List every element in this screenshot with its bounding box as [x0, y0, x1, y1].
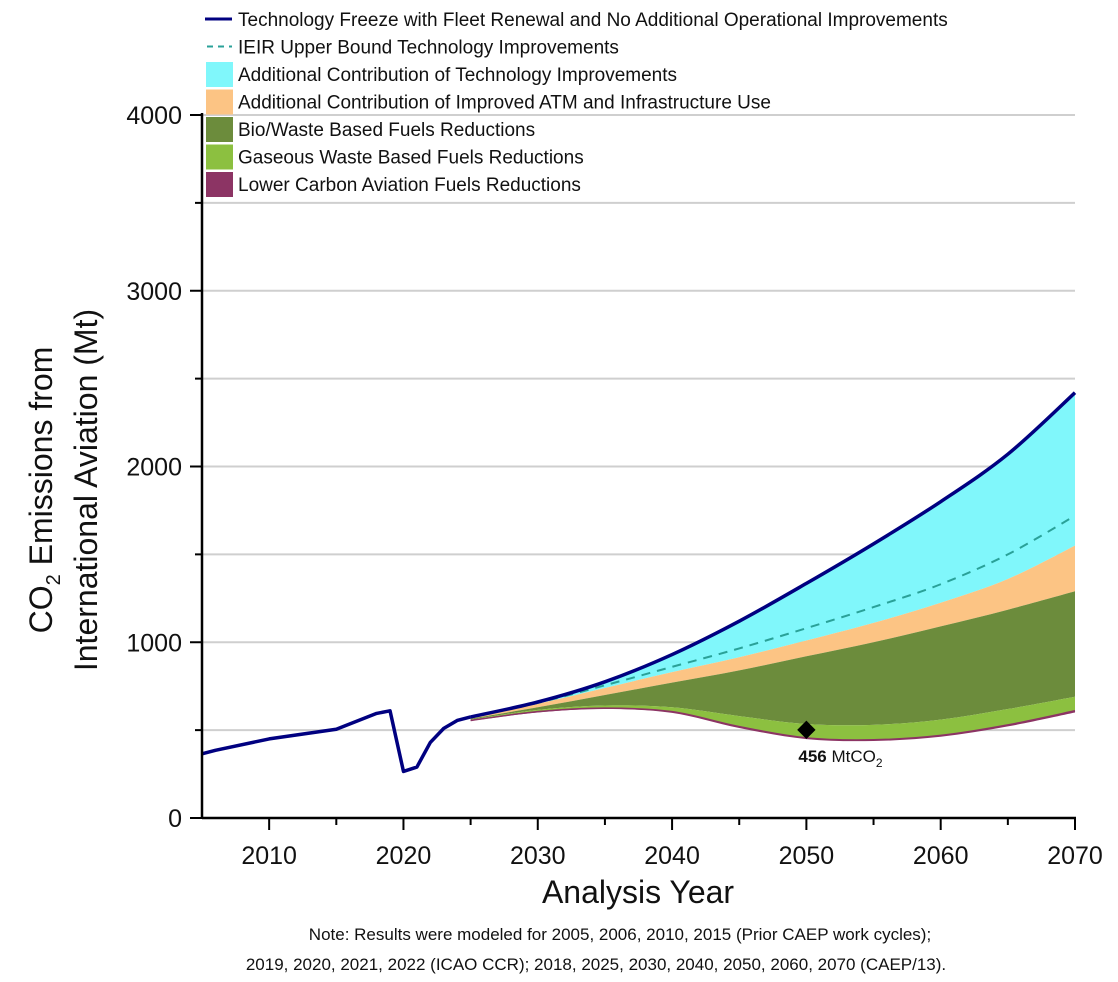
- legend-swatch-box: [206, 62, 233, 87]
- area-bio-waste-based-fuels-reductions: [470, 591, 1076, 726]
- x-tick-label: 2060: [913, 842, 969, 870]
- line-technology-freeze: [470, 391, 1077, 719]
- legend-swatch-box: [206, 117, 233, 142]
- x-tick-label: 2040: [644, 842, 700, 870]
- note-line-1: Note: Results were modeled for 2005, 200…: [309, 925, 931, 944]
- y-axis-title-line1: CO2 Emissions from: [23, 347, 65, 634]
- series-lines: [201, 391, 1077, 774]
- legend-swatch-box: [206, 89, 233, 115]
- legend-label: Bio/Waste Based Fuels Reductions: [238, 120, 535, 141]
- line-historical-emissions: [201, 709, 472, 774]
- lower-carbon-edge: [470, 707, 1076, 741]
- y-tick-label: 4000: [126, 102, 182, 130]
- legend-label: Gaseous Waste Based Fuels Reductions: [238, 148, 584, 169]
- x-tick-label: 2030: [510, 842, 566, 870]
- note-line-2: 2019, 2020, 2021, 2022 (ICAO CCR); 2018,…: [246, 955, 946, 974]
- annotation-diamond-marker: [797, 720, 816, 740]
- legend-swatch-box: [206, 144, 233, 170]
- legend-label: Technology Freeze with Fleet Renewal and…: [238, 10, 948, 31]
- x-tick-label: 2010: [241, 842, 297, 870]
- legend-label: Additional Contribution of Technology Im…: [238, 65, 677, 86]
- axes: 0 1000 2000 3000 4000 2010 2020 2030 2040 2050 206…: [126, 102, 1102, 870]
- stacked-areas: [470, 392, 1076, 742]
- y-axis-title: CO2 Emissions from: [23, 347, 65, 634]
- x-axis-title: Analysis Year: [542, 874, 734, 910]
- y-tick-label: 0: [168, 805, 182, 833]
- x-tick-label: 2070: [1047, 842, 1103, 870]
- legend-swatch-box: [206, 172, 233, 197]
- legend-label: Additional Contribution of Improved ATM …: [238, 93, 771, 114]
- legend-label: IEIR Upper Bound Technology Improvements: [238, 38, 619, 59]
- area-additional-contribution-of-technology-improvements: [470, 392, 1076, 717]
- annotation-2050: 456 MtCO2: [797, 720, 883, 770]
- x-tick-label: 2020: [376, 842, 432, 870]
- area-gaseous-waste-based-fuels-reductions: [470, 696, 1076, 740]
- legend: Technology Freeze with Fleet Renewal and…: [205, 10, 948, 197]
- legend-label: Lower Carbon Aviation Fuels Reductions: [238, 175, 581, 196]
- y-axis-title-line2: International Aviation (Mt): [68, 309, 104, 671]
- y-tick-label: 2000: [126, 454, 182, 482]
- y-tick-label: 1000: [126, 629, 182, 657]
- y-tick-label: 3000: [126, 278, 182, 306]
- x-tick-label: 2050: [779, 842, 835, 870]
- gridlines: [202, 114, 1075, 732]
- annotation-label: 456 MtCO2: [798, 747, 883, 770]
